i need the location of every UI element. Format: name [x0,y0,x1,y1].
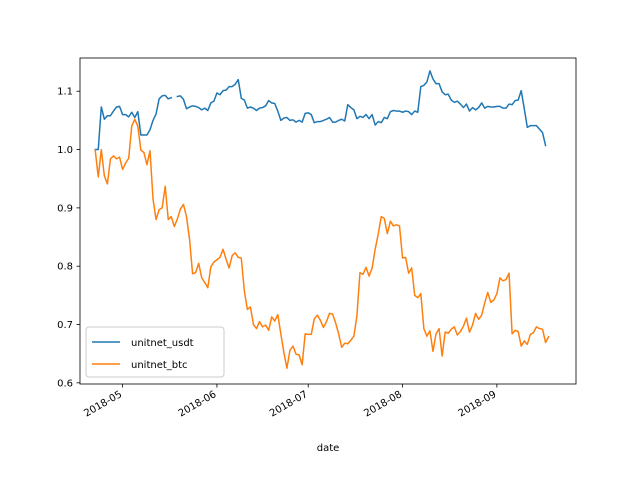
y-tick-label: 0.7 [57,320,73,331]
y-tick-label: 1.1 [57,87,73,98]
x-axis-label: date [317,443,340,454]
y-tick-label: 0.6 [57,378,73,389]
series-line-unitnet-usdt [94,70,547,151]
legend-label-unitnet-usdt: unitnet_usdt [131,338,194,349]
legend-label-unitnet-btc: unitnet_btc [131,360,188,371]
y-axis: 0.6 0.7 0.8 0.9 1.0 1.1 [57,87,80,389]
plot-frame [79,57,577,385]
series-line-unitnet-btc [94,118,550,369]
y-tick-label: 1.0 [57,145,73,156]
legend-box [85,326,225,378]
y-tick-label: 0.8 [57,262,73,273]
y-tick-label: 0.9 [57,203,73,214]
legend: unitnet_usdt unitnet_btc [85,326,225,378]
series-layer [94,70,550,369]
